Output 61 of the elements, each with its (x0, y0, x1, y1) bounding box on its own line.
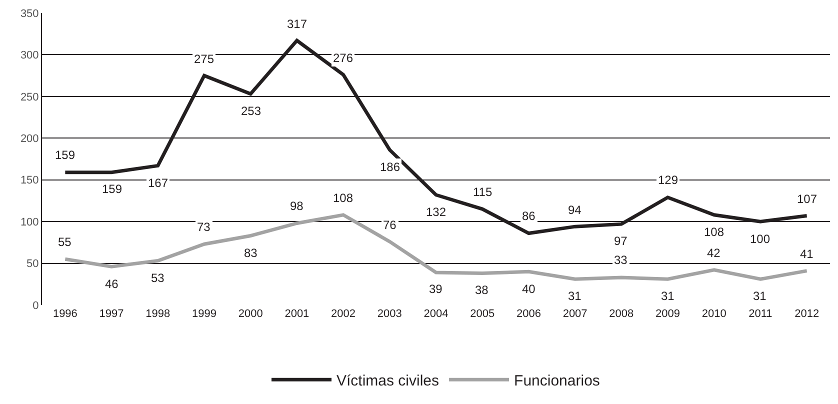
y-tick-label: 250 (20, 91, 39, 104)
data-label: 159 (55, 148, 76, 162)
y-tick-label: 200 (20, 132, 39, 145)
data-label: 38 (475, 283, 489, 297)
data-label: 83 (244, 246, 258, 260)
data-label: 39 (429, 282, 443, 296)
data-label: 115 (473, 185, 492, 199)
data-label: 42 (707, 246, 721, 260)
x-tick-label: 2011 (748, 308, 772, 320)
data-label: 76 (383, 218, 397, 232)
x-tick-label: 2009 (656, 308, 680, 320)
y-tick-label: 50 (26, 258, 39, 270)
data-label: 94 (568, 203, 582, 217)
x-tick-label: 1996 (52, 308, 78, 320)
data-label: 31 (568, 289, 582, 303)
data-label: 108 (333, 191, 354, 205)
data-label: 53 (151, 271, 165, 285)
data-label: 46 (105, 277, 119, 291)
data-label: 317 (287, 17, 308, 31)
data-label: 253 (241, 104, 262, 118)
data-label: 108 (704, 225, 724, 239)
data-label: 41 (800, 247, 814, 261)
data-label: 97 (614, 234, 628, 248)
x-tick-label: 2000 (238, 308, 263, 320)
data-label: 31 (661, 289, 675, 303)
data-label: 86 (522, 209, 536, 223)
x-tick-label: 2001 (284, 308, 310, 320)
data-label: 132 (426, 205, 446, 219)
data-label: 275 (194, 52, 214, 66)
data-label: 186 (380, 160, 400, 174)
legend-label: Víctimas civiles (336, 372, 440, 390)
data-label: 55 (58, 235, 72, 249)
x-tick-label: 2012 (794, 308, 820, 320)
data-label: 167 (148, 176, 168, 190)
data-label: 33 (614, 253, 628, 267)
x-tick-label: 2007 (562, 308, 588, 320)
x-tick-label: 2005 (470, 308, 495, 320)
x-tick-label: 1999 (192, 308, 216, 320)
data-label: 40 (522, 282, 536, 296)
data-label: 129 (658, 173, 678, 187)
x-tick-label: 2006 (516, 308, 541, 320)
y-tick-label: 100 (20, 216, 39, 228)
legend-label: Funcionarios (514, 372, 600, 390)
data-label: 73 (197, 220, 211, 234)
data-label: 31 (753, 289, 767, 303)
data-label: 107 (797, 192, 818, 206)
data-label: 100 (750, 232, 770, 246)
data-label: 276 (333, 51, 354, 65)
x-tick-label: 2010 (702, 308, 726, 320)
data-label: 98 (290, 199, 304, 213)
y-tick-label: 150 (20, 174, 39, 187)
x-tick-label: 2008 (609, 308, 634, 320)
data-label: 159 (102, 182, 122, 196)
x-tick-label: 1997 (99, 308, 124, 320)
x-tick-label: 1998 (146, 308, 170, 320)
x-tick-label: 2002 (331, 308, 356, 320)
y-tick-label: 350 (20, 8, 39, 20)
y-tick-label: 300 (20, 50, 39, 62)
x-tick-label: 2004 (424, 308, 448, 320)
x-tick-label: 2003 (377, 308, 402, 320)
y-tick-label: 0 (32, 300, 39, 312)
